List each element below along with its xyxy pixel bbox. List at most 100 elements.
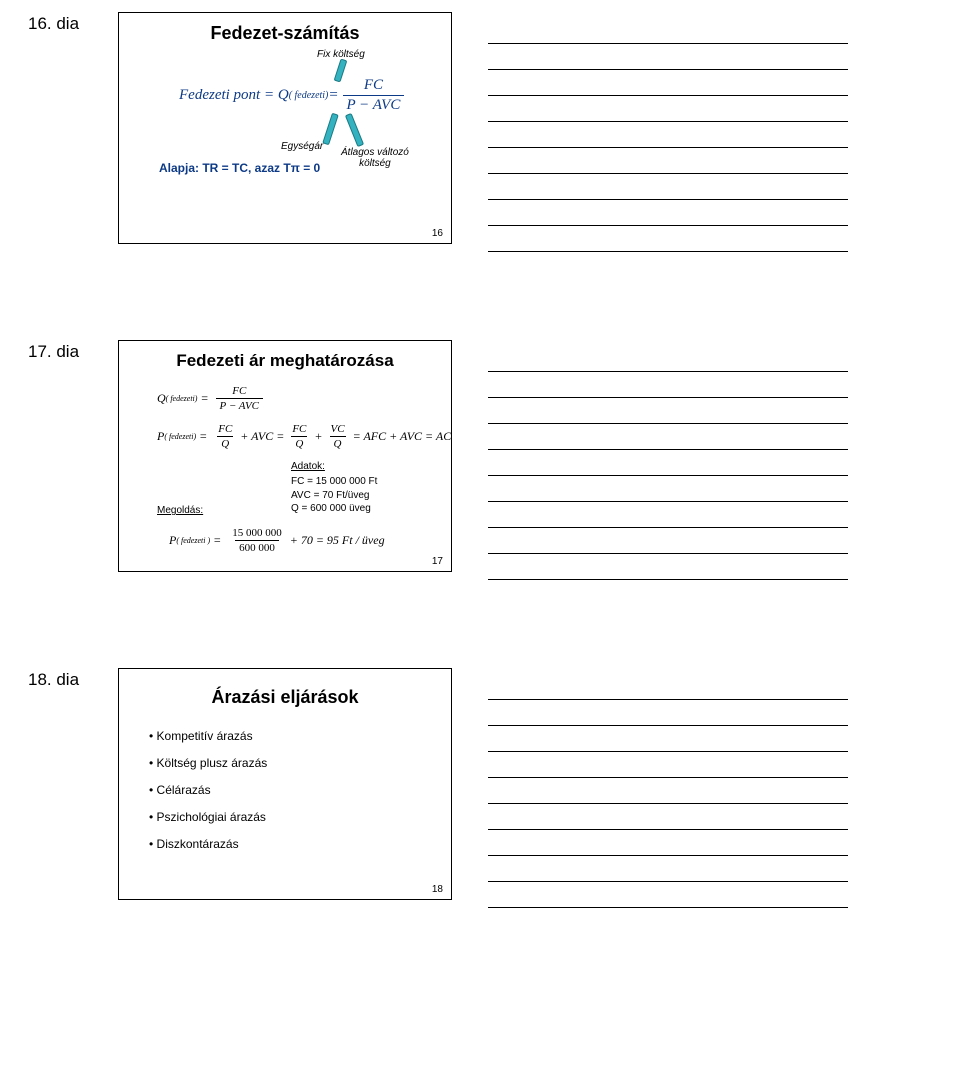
note-line	[488, 200, 848, 226]
eq2-f3d: Q	[330, 436, 346, 450]
eq1-eq: =	[197, 391, 211, 406]
slide17-eq1: Q( fedezeti) = FC P − AVC	[157, 385, 267, 412]
note-line	[488, 674, 848, 700]
note-line	[488, 44, 848, 70]
note-line	[488, 726, 848, 752]
eq2-f1: FC Q	[214, 423, 236, 450]
eq3-eqs: =	[210, 533, 224, 548]
eq3-sub: ( fedezeti )	[176, 536, 210, 545]
notes-18	[488, 668, 848, 908]
callout-2	[322, 113, 339, 146]
list-item: Kompetitív árazás	[149, 729, 267, 743]
slide-box-17: Fedezeti ár meghatározása Q( fedezeti) =…	[118, 340, 452, 572]
eq2-lhs: P	[157, 429, 164, 444]
notes-17	[488, 340, 848, 580]
note-line	[488, 96, 848, 122]
slide16-pagenum: 16	[432, 228, 443, 239]
slide17-title: Fedezeti ár meghatározása	[119, 351, 451, 371]
eq2-f2d: Q	[291, 436, 307, 450]
slide16-egysegar: Egységár	[281, 141, 323, 152]
eq2-p2: +	[314, 429, 322, 444]
slide18-pagenum: 18	[432, 884, 443, 895]
note-line	[488, 148, 848, 174]
note-line	[488, 554, 848, 580]
eq3-frac: 15 000 000 600 000	[228, 527, 286, 554]
slide16-title: Fedezet-számítás	[119, 23, 451, 44]
eq2-f3n: VC	[327, 423, 349, 436]
note-line	[488, 830, 848, 856]
notes-16	[488, 12, 848, 252]
eq2-sub: ( fedezeti)	[164, 432, 196, 441]
eq2-f2n: FC	[288, 423, 310, 436]
slide-row-17: 17. dia Fedezeti ár meghatározása Q( fed…	[28, 340, 932, 580]
note-line	[488, 882, 848, 908]
slide-label-18: 18. dia	[28, 668, 118, 690]
eq3-den: 600 000	[235, 540, 279, 554]
slide17-eq2: P( fedezeti) = FC Q + AVC = FC Q + VC	[157, 423, 451, 450]
slide-box-16: Fedezet-számítás Fix költség Fedezeti po…	[118, 12, 452, 244]
note-line	[488, 122, 848, 148]
slide18-list: Kompetitív árazás Költség plusz árazás C…	[149, 729, 267, 864]
eq2-p1: + AVC =	[240, 429, 284, 444]
note-line	[488, 502, 848, 528]
slide-label-17: 17. dia	[28, 340, 118, 362]
slide-box-18: Árazási eljárások Kompetitív árazás Költ…	[118, 668, 452, 900]
note-line	[488, 424, 848, 450]
note-line	[488, 18, 848, 44]
eq3-tail: + 70 = 95 Ft / üveg	[290, 533, 385, 548]
eq-num: FC	[360, 77, 387, 95]
note-line	[488, 450, 848, 476]
note-line	[488, 398, 848, 424]
slide16-equation: Fedezeti pont = Q( fedezeti) = FC P − AV…	[179, 77, 408, 113]
slide-row-16: 16. dia Fedezet-számítás Fix költség Fed…	[28, 12, 932, 252]
slide-wrap-17: Fedezeti ár meghatározása Q( fedezeti) =…	[118, 340, 848, 580]
eq2-f3: VC Q	[327, 423, 349, 450]
eq-equals: =	[328, 87, 338, 104]
eq1-frac: FC P − AVC	[216, 385, 263, 412]
list-item: Célárazás	[149, 783, 267, 797]
eq1-sub: ( fedezeti)	[166, 394, 198, 403]
slide-label-16: 16. dia	[28, 12, 118, 34]
note-line	[488, 226, 848, 252]
eq2-f1n: FC	[214, 423, 236, 436]
slide16-alapja: Alapja: TR = TC, azaz Tπ = 0	[159, 161, 320, 175]
note-line	[488, 856, 848, 882]
slide18-title: Árazási eljárások	[119, 687, 451, 708]
callout-3	[345, 113, 364, 147]
eq-sub: ( fedezeti)	[289, 90, 329, 101]
atlagos-line2: költség	[341, 158, 409, 169]
note-line	[488, 476, 848, 502]
eq2-tail: = AFC + AVC = AC	[353, 429, 452, 444]
note-line	[488, 70, 848, 96]
eq2-eqs: =	[196, 429, 210, 444]
eq2-f1d: Q	[217, 436, 233, 450]
slide17-pagenum: 17	[432, 556, 443, 567]
eq-den: P − AVC	[343, 95, 405, 114]
slide17-adatok-heading: Adatok:	[291, 461, 325, 472]
note-line	[488, 778, 848, 804]
eq-lhs: Fedezeti pont = Q	[179, 87, 289, 104]
atlagos-line1: Átlagos változó	[341, 147, 409, 158]
list-item: Pszichológiai árazás	[149, 810, 267, 824]
note-line	[488, 752, 848, 778]
eq3-lhs: P	[169, 533, 176, 548]
slide-wrap-16: Fedezet-számítás Fix költség Fedezeti po…	[118, 12, 848, 252]
adatok-3: Q = 600 000 üveg	[291, 502, 377, 516]
note-line	[488, 372, 848, 398]
adatok-2: AVC = 70 Ft/üveg	[291, 489, 377, 503]
eq2-f2: FC Q	[288, 423, 310, 450]
slide16-atlagos: Átlagos változó költség	[341, 147, 409, 169]
slide-row-18: 18. dia Árazási eljárások Kompetitív ára…	[28, 668, 932, 908]
slide-wrap-18: Árazási eljárások Kompetitív árazás Költ…	[118, 668, 848, 908]
list-item: Költség plusz árazás	[149, 756, 267, 770]
note-line	[488, 174, 848, 200]
note-line	[488, 700, 848, 726]
eq-frac: FC P − AVC	[343, 77, 405, 113]
slide17-adatok: FC = 15 000 000 Ft AVC = 70 Ft/üveg Q = …	[291, 475, 377, 516]
eq3-num: 15 000 000	[228, 527, 286, 540]
eq1-lhs: Q	[157, 391, 166, 406]
slide17-eq3: P( fedezeti ) = 15 000 000 600 000 + 70 …	[169, 527, 385, 554]
eq1-num: FC	[228, 385, 250, 398]
adatok-1: FC = 15 000 000 Ft	[291, 475, 377, 489]
eq1-den: P − AVC	[216, 398, 263, 412]
